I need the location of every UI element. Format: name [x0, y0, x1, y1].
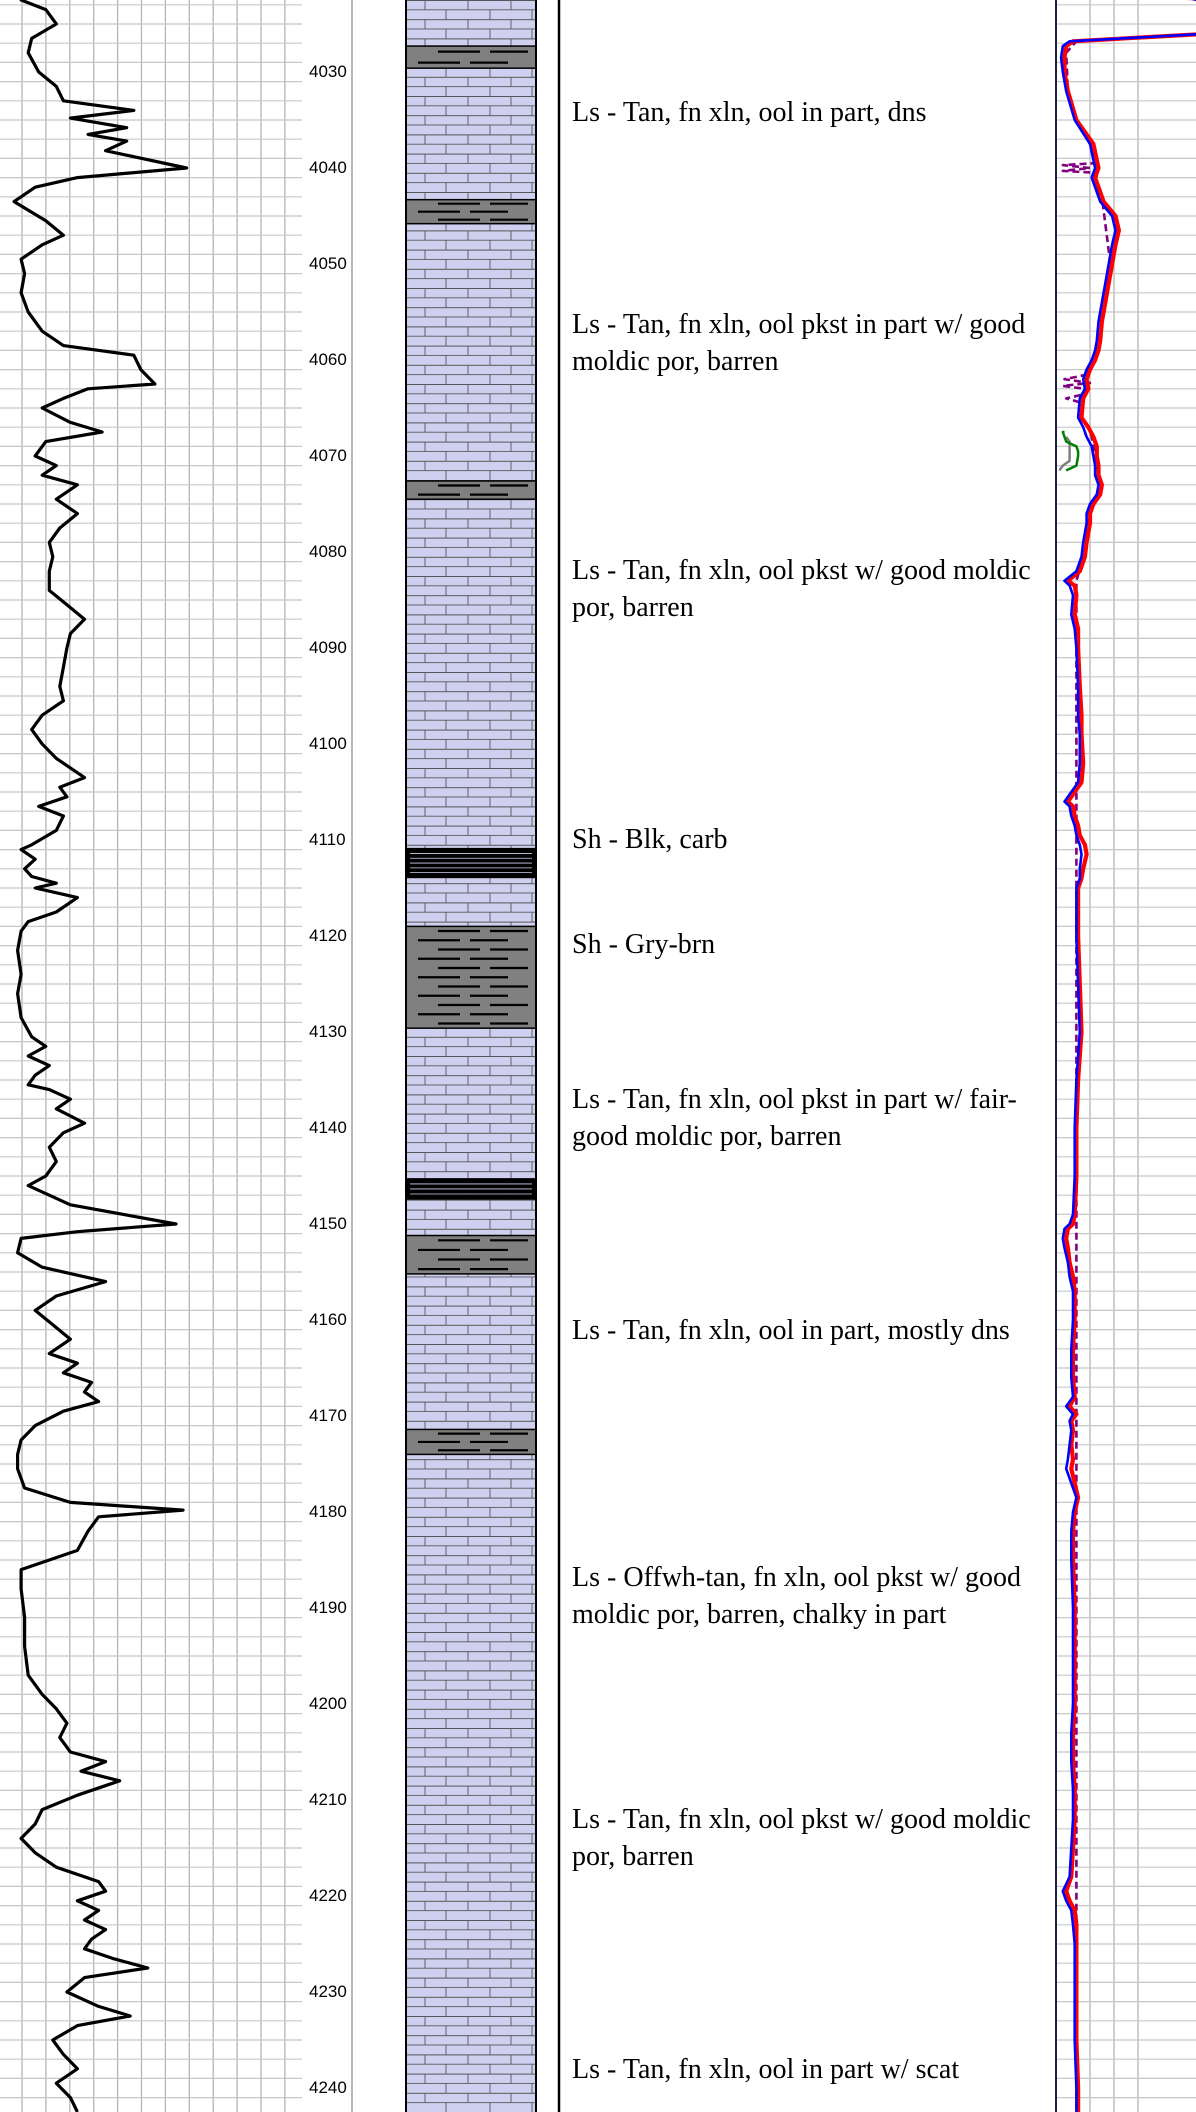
depth-label: 4070: [309, 446, 347, 465]
lithology-description: Ls - Tan, fn xln, ool pkst w/ good moldi…: [572, 555, 1031, 624]
depth-label: 4110: [309, 830, 346, 849]
depth-label-bg: [307, 1787, 352, 1807]
depth-label: 4100: [309, 734, 347, 753]
lithology-description: Ls - Tan, fn xln, ool pkst in part w/ go…: [572, 309, 1026, 378]
lithology-description: Ls - Tan, fn xln, ool pkst in part w/ fa…: [572, 1084, 1017, 1152]
red-porosity-curve: [1062, 0, 1196, 2112]
depth-label: 4160: [309, 1310, 347, 1329]
depth-label-bg: [307, 1115, 352, 1135]
depth-label: 4220: [309, 1886, 347, 1905]
depth-label-bg: [307, 635, 352, 655]
lithology-description: Ls - Offwh-tan, fn xln, ool pkst w/ good…: [572, 1562, 1021, 1631]
shale-bed: [405, 1234, 537, 1275]
depth-label-bg: [307, 1595, 352, 1615]
limestone-fill: [406, 0, 536, 2112]
depth-label-bg: [307, 1979, 352, 1999]
depth-label: 4040: [309, 158, 347, 177]
lithology-description: Ls - Tan, fn xln, ool pkst w/ good moldi…: [572, 1804, 1031, 1872]
depth-label: 4150: [309, 1214, 347, 1233]
depth-axis: 4030 4040 4050 4060 4070 4080 4090 4100 4110 4120…: [307, 0, 353, 2112]
lithology-description: Sh - Gry-brn: [572, 929, 716, 961]
depth-label: 4060: [309, 350, 347, 369]
gamma-ray-curve: [12, 0, 189, 2112]
depth-label: 4140: [309, 1118, 347, 1137]
depth-label-bg: [307, 1307, 352, 1327]
gamma-ray-track-grid: [0, 0, 302, 2112]
depth-label: 4030: [309, 62, 347, 81]
depth-label-bg: [307, 443, 352, 463]
shale-bed: [405, 1428, 537, 1456]
porosity-track: [1058, 0, 1196, 2112]
lithology-column: [405, 0, 537, 2112]
depth-label-bg: [307, 1403, 352, 1423]
depth-label: 4190: [309, 1598, 347, 1617]
depth-label: 4180: [309, 1502, 347, 1521]
depth-label-bg: [307, 59, 352, 79]
depth-label: 4240: [309, 2078, 347, 2097]
depth-label: 4200: [309, 1694, 347, 1713]
depth-label-bg: [307, 827, 352, 847]
depth-label: 4230: [309, 1982, 347, 2001]
depth-label: 4120: [309, 926, 347, 945]
shale-bed: [405, 198, 537, 225]
purple-dashed-curve: [1061, 0, 1196, 2112]
shale-bed: [405, 925, 537, 1029]
lithology-description: Sh - Blk, carb: [572, 823, 728, 855]
depth-label-bg: [307, 1499, 352, 1519]
depth-label-bg: [307, 347, 352, 367]
depth-label: 4170: [309, 1406, 347, 1425]
gamma-ray-track: [12, 0, 189, 2112]
depth-label: 4210: [309, 1790, 347, 1809]
depth-label-bg: [307, 539, 352, 559]
depth-label: 4050: [309, 254, 347, 273]
lithology-description: Ls - Tan, fn xln, ool in part w/ scat: [572, 2053, 960, 2085]
depth-label-bg: [307, 1883, 352, 1903]
depth-label-bg: [307, 1019, 352, 1039]
shale-bed: [405, 480, 537, 500]
depth-label: 4130: [309, 1022, 347, 1041]
lithology-description: Ls - Tan, fn xln, ool in part, dns: [572, 97, 927, 129]
depth-label-bg: [307, 923, 352, 943]
depth-label-bg: [307, 155, 352, 175]
shale-beds: [405, 45, 537, 1456]
shale-bed: [405, 1178, 537, 1200]
depth-label: 4090: [309, 638, 347, 657]
green-curve: [1061, 430, 1080, 472]
depth-label-bg: [307, 1211, 352, 1231]
blue-porosity-curve: [1059, 0, 1196, 2112]
depth-label-bg: [307, 1691, 352, 1711]
depth-label-bg: [307, 251, 352, 271]
shale-bed: [405, 847, 537, 879]
gray-curve: [1058, 436, 1071, 472]
depth-label: 4080: [309, 542, 347, 561]
depth-label-bg: [307, 2075, 352, 2095]
porosity-track-grid: [1056, 0, 1196, 2112]
shale-bed: [405, 45, 537, 69]
lithology-description: Ls - Tan, fn xln, ool in part, mostly dn…: [572, 1315, 1010, 1347]
depth-label-bg: [307, 731, 352, 751]
